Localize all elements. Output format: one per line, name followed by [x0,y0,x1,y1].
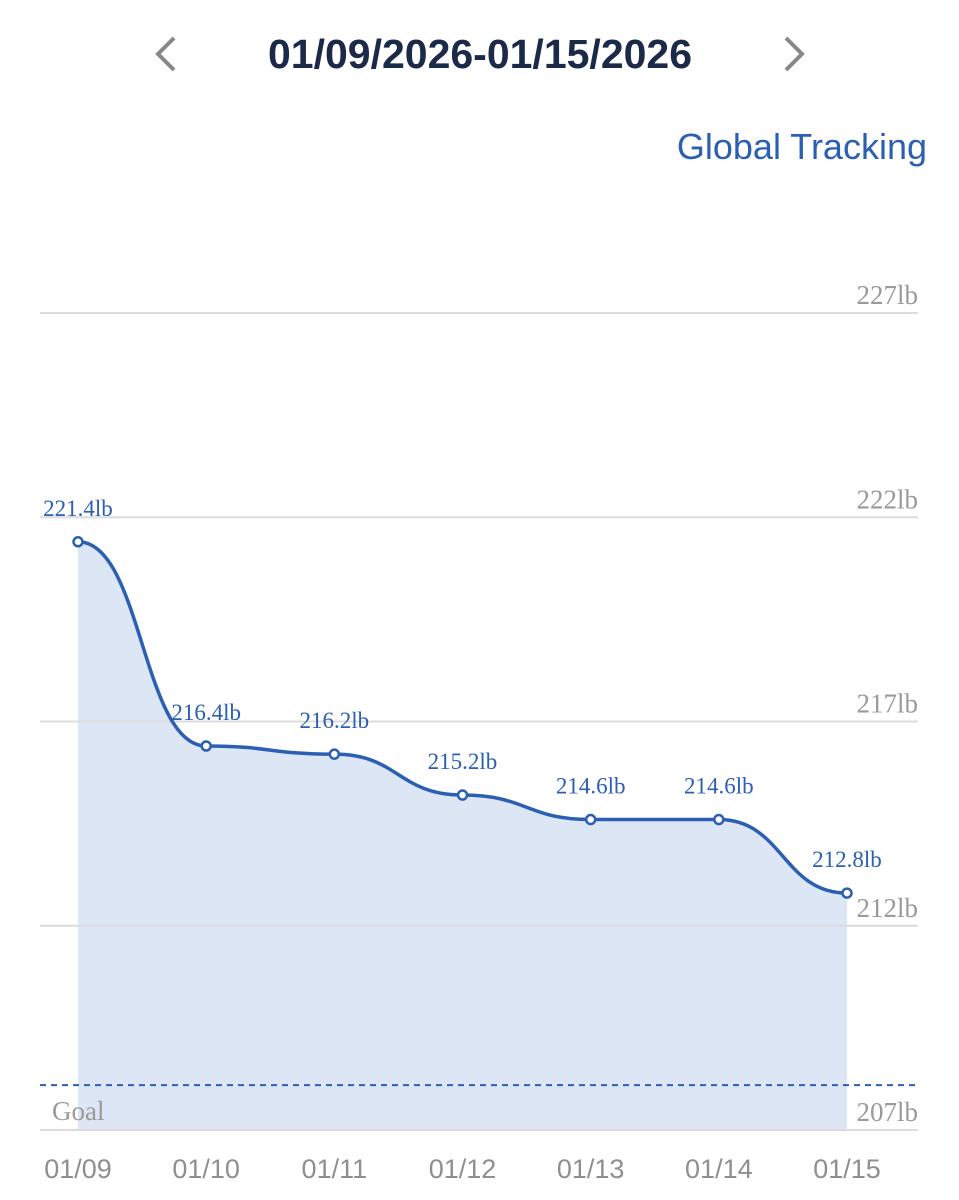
point [713,813,725,826]
point [200,740,212,752]
y-tick-label: 217lb [856,689,918,719]
point [328,748,341,760]
x-tick-label: 01/11 [302,1154,368,1184]
x-tick-label: 01/14 [685,1154,753,1184]
x-tick-label: 01/12 [429,1154,497,1184]
point [456,789,469,801]
value-label: 212.8lb [812,847,882,872]
value-label: 216.2lb [300,708,370,733]
y-tick-label: 212lb [856,893,918,923]
global-tracking-link[interactable]: Global Tracking [677,126,927,167]
value-label: 221.4lb [43,496,113,521]
value-label: 216.4lb [171,700,241,725]
prev-arrow[interactable] [155,36,176,72]
x-tick-label: 01/10 [172,1154,240,1184]
date-range: 01/09/2026-01/15/2026 [268,31,692,77]
next-arrow[interactable] [784,36,805,72]
x-tick-label: 01/09 [44,1154,112,1184]
point [841,887,853,899]
y-tick-label: 207lb [856,1097,918,1127]
y-tick-label: 227lb [856,280,918,310]
point [72,536,84,548]
area [78,541,847,1130]
x-tick-label: 01/13 [557,1154,625,1184]
y-tick-label: 222lb [856,484,918,514]
point [584,813,597,826]
x-tick-label: 01/15 [813,1154,881,1184]
value-label: 214.6lb [684,774,754,799]
value-label: 214.6lb [556,774,626,799]
goal-label: Goal [52,1096,104,1126]
value-label: 215.2lb [428,749,498,774]
